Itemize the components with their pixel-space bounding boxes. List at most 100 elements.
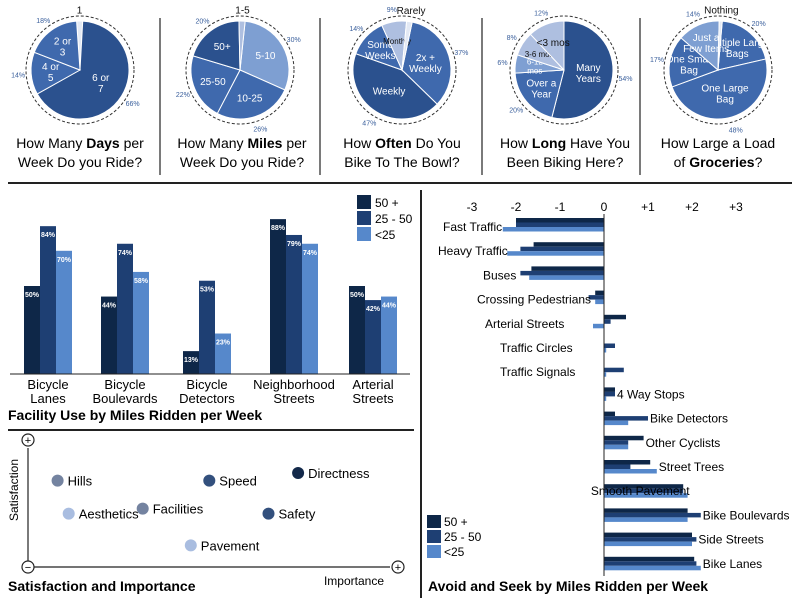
scatter-point-label: Aesthetics xyxy=(79,507,139,522)
avoid-bar-bike-boulevards-25-50 xyxy=(604,512,701,518)
facility-bar-bicycle-boulevards-25 xyxy=(133,271,149,374)
pie-slice-10-25 xyxy=(216,69,286,120)
avoid-bar-4-way-stops-25-50 xyxy=(604,391,615,397)
facility-bar-value-label: 58% xyxy=(134,278,149,285)
facility-bar-bicycle-lanes-25 xyxy=(56,250,72,374)
pie-percent-label: 37% xyxy=(454,50,468,57)
pie-slice-weekly xyxy=(352,53,438,120)
avoid-bar-traffic-circles-25 xyxy=(604,348,607,353)
avoid-bar-smooth-pavement-25-50 xyxy=(604,488,684,494)
avoid-bar-side-streets-25-50 xyxy=(604,537,697,542)
avoid-bar-bike-lanes-50 xyxy=(604,556,695,562)
avoid-bar-arterial-streets-50 xyxy=(604,314,626,320)
facility-bar-value-label: 53% xyxy=(200,287,215,294)
importance-plus-marker xyxy=(391,560,405,574)
facility-bar-bicycle-boulevards-25-50 xyxy=(117,243,133,374)
pie-charts-row: 1 6 or 7 66% 4 or 5 14% 2 or 3 18% 5-10 30% 10-25 26… xyxy=(11,6,773,134)
pie-title-line-1: How Many Miles per xyxy=(177,135,307,151)
avoid-bar-traffic-signals-25 xyxy=(604,372,607,377)
avoid-bar-bike-lanes-25 xyxy=(604,565,701,571)
pie-slice-multiple-large-bags xyxy=(717,20,767,71)
pie-slice-50 xyxy=(192,20,241,71)
scatter-point-label: Directness xyxy=(308,466,370,481)
pie-percent-label: 20% xyxy=(196,19,210,26)
facility-bar-arterial-streets-50 xyxy=(349,286,365,374)
pie-slice-label: One Large Bag xyxy=(701,83,749,105)
avoid-legend-label-25-50: 25 - 50 xyxy=(444,530,482,544)
x-tick-label: -3 xyxy=(467,200,478,214)
pie-slice-label: 1-5 xyxy=(235,6,250,17)
scatter-point-directness xyxy=(292,467,305,480)
facility-bar-bicycle-detectors-25 xyxy=(215,333,231,374)
facility-bar-value-label: 88% xyxy=(271,225,286,232)
avoid-bar-4-way-stops-50 xyxy=(604,387,615,392)
pie-slice-label: One Small Bag xyxy=(666,55,713,77)
facility-category-label: Bicycle xyxy=(186,377,227,392)
avoid-bar-side-streets-50 xyxy=(604,532,692,538)
x-tick-label: +2 xyxy=(685,200,699,214)
facility-bar-bicycle-detectors-50 xyxy=(183,351,199,374)
avoid-bar-street-trees-25-50 xyxy=(604,464,631,469)
pie-percent-label: 14% xyxy=(11,72,25,79)
pie-slice-label: 3-6 mos xyxy=(525,50,554,59)
pie-percent-label: 9% xyxy=(387,7,397,14)
pie-slice-label: <3 mos xyxy=(537,38,570,49)
pie-slice-many-years xyxy=(551,20,614,120)
satisfaction-importance-chart: + + − Importance Satisfaction Hills Speed Direc… xyxy=(7,433,405,588)
pie-percent-label: 18% xyxy=(36,18,50,25)
facility-bar-value-label: 50% xyxy=(25,292,40,299)
avoid-category-label: Bike Lanes xyxy=(703,557,762,571)
pie-percent-label: 17% xyxy=(650,57,664,64)
facility-bar-bicycle-detectors-25-50 xyxy=(199,280,215,374)
avoid-bar-bike-detectors-50 xyxy=(604,411,615,417)
avoid-bar-smooth-pavement-50 xyxy=(604,484,684,489)
scatter-point-safety xyxy=(262,507,275,520)
avoid-bar-street-trees-25 xyxy=(604,469,657,474)
avoid-category-label: Fast Traffic xyxy=(443,220,502,234)
pie-percent-label: 6% xyxy=(497,60,507,67)
avoid-seek-chart: -3 -2 -1 0 +1 +2 +3 Fast Traffic Heavy Traffic Bu… xyxy=(438,200,790,576)
avoid-bar-heavy-traffic-25 xyxy=(507,251,604,256)
facility-use-chart: 50%84%70%BicycleLanes44%74%58%BicycleBou… xyxy=(10,219,410,406)
x-tick-label: 0 xyxy=(601,200,608,214)
pie-dashed-ring xyxy=(347,15,457,125)
avoid-bar-heavy-traffic-50 xyxy=(533,242,604,247)
facility-bar-value-label: 74% xyxy=(118,250,133,257)
facility-bar-value-label: 84% xyxy=(41,232,56,239)
facility-bar-arterial-streets-25 xyxy=(381,296,397,374)
pie-percent-label: 66% xyxy=(126,101,140,108)
facility-chart-title: Facility Use by Miles Ridden per Week xyxy=(8,407,262,423)
pie-title-line-1: How Large a Load xyxy=(661,135,775,151)
pie-slice-label: Some Weeks xyxy=(365,40,395,62)
avoid-bar-other-cyclists-25-50 xyxy=(604,440,629,445)
pie-percent-label: 47% xyxy=(362,121,376,128)
satisfaction-plus-sign: + xyxy=(25,435,31,447)
pie-slice-5-10 xyxy=(239,20,290,91)
scatter-chart-title: Satisfaction and Importance xyxy=(8,578,196,594)
facility-category-label: Streets xyxy=(352,391,394,406)
scatter-point-label: Facilities xyxy=(153,502,204,517)
avoid-bar-arterial-streets-25-50 xyxy=(604,319,611,324)
facility-category-label: Arterial xyxy=(352,377,393,392)
pie-slice-label: Just a Few Items xyxy=(683,33,729,55)
avoid-bar-bike-detectors-25 xyxy=(604,420,629,426)
avoid-bar-smooth-pavement-25 xyxy=(604,493,688,498)
avoid-category-label: Heavy Traffic xyxy=(438,244,508,258)
facility-category-label: Neighborhood xyxy=(253,377,335,392)
avoid-bar-fast-traffic-50 xyxy=(516,218,604,223)
avoid-bar-4-way-stops-25 xyxy=(604,396,607,401)
facility-bar-value-label: 13% xyxy=(184,357,199,364)
avoid-category-label: Bike Detectors xyxy=(650,412,728,426)
pie-dashed-ring xyxy=(509,15,619,125)
avoid-category-label: Arterial Streets xyxy=(485,317,564,331)
pie-percent-label: 22% xyxy=(176,92,190,99)
legend-label-under-25: <25 xyxy=(375,228,396,242)
pie-slice-2x-weekly xyxy=(401,21,452,105)
facility-category-label: Lanes xyxy=(30,391,66,406)
avoid-seek-chart-title: Avoid and Seek by Miles Ridden per Week xyxy=(428,578,708,594)
x-tick-label: -1 xyxy=(555,200,566,214)
avoid-category-label: Traffic Signals xyxy=(500,365,575,379)
scatter-point-hills xyxy=(51,474,64,487)
pie-miles: 5-10 30% 10-25 26% 25-50 22% 50+ 20% 1-5 xyxy=(176,6,301,134)
